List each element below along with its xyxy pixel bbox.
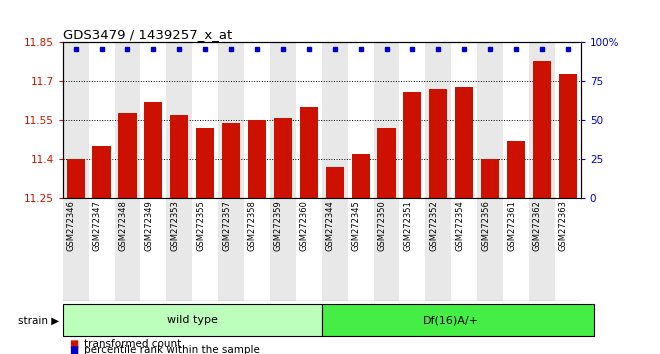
Text: GSM272362: GSM272362 bbox=[533, 200, 542, 251]
Bar bbox=[399, 42, 425, 198]
Bar bbox=[248, 120, 266, 198]
Text: Df(16)A/+: Df(16)A/+ bbox=[423, 315, 479, 325]
Bar bbox=[425, 198, 451, 301]
Bar bbox=[321, 42, 348, 198]
Text: GSM272359: GSM272359 bbox=[274, 200, 283, 251]
Text: GSM272355: GSM272355 bbox=[196, 200, 205, 251]
Bar bbox=[451, 198, 477, 301]
Bar bbox=[63, 42, 88, 198]
Bar bbox=[166, 42, 192, 198]
Bar bbox=[348, 198, 374, 301]
Text: GSM272348: GSM272348 bbox=[118, 200, 127, 251]
Text: GSM272354: GSM272354 bbox=[455, 200, 464, 251]
Bar bbox=[507, 141, 525, 198]
Text: ■: ■ bbox=[69, 346, 79, 354]
Text: GSM272358: GSM272358 bbox=[248, 200, 257, 251]
Text: GSM272351: GSM272351 bbox=[403, 200, 412, 251]
Bar bbox=[274, 118, 292, 198]
Bar bbox=[244, 42, 270, 198]
Bar bbox=[503, 42, 529, 198]
Text: GSM272360: GSM272360 bbox=[300, 200, 309, 251]
Bar bbox=[425, 42, 451, 198]
Text: GSM272356: GSM272356 bbox=[481, 200, 490, 251]
Bar bbox=[477, 42, 503, 198]
Text: GSM272344: GSM272344 bbox=[325, 200, 335, 251]
Text: GSM272347: GSM272347 bbox=[92, 200, 102, 251]
Bar bbox=[141, 42, 166, 198]
Text: GSM272363: GSM272363 bbox=[559, 200, 568, 251]
Bar bbox=[244, 198, 270, 301]
Bar bbox=[270, 42, 296, 198]
Bar bbox=[166, 198, 192, 301]
Text: GSM272346: GSM272346 bbox=[67, 200, 76, 251]
Bar bbox=[533, 61, 551, 198]
Bar bbox=[196, 128, 214, 198]
Bar bbox=[374, 42, 399, 198]
Text: GSM272353: GSM272353 bbox=[170, 200, 180, 251]
Text: GSM272349: GSM272349 bbox=[145, 200, 153, 251]
Text: GSM272350: GSM272350 bbox=[378, 200, 387, 251]
Bar bbox=[218, 198, 244, 301]
Bar bbox=[145, 102, 162, 198]
Bar bbox=[88, 42, 115, 198]
Text: percentile rank within the sample: percentile rank within the sample bbox=[84, 346, 259, 354]
Bar bbox=[529, 42, 555, 198]
Bar bbox=[322, 304, 594, 336]
Bar bbox=[218, 42, 244, 198]
Bar bbox=[529, 198, 555, 301]
Bar bbox=[378, 128, 395, 198]
Text: ■: ■ bbox=[69, 339, 79, 349]
Text: GDS3479 / 1439257_x_at: GDS3479 / 1439257_x_at bbox=[63, 28, 232, 41]
Bar bbox=[325, 167, 344, 198]
Bar bbox=[88, 198, 115, 301]
Text: strain ▶: strain ▶ bbox=[18, 315, 59, 325]
Bar bbox=[115, 42, 141, 198]
Bar bbox=[399, 198, 425, 301]
Bar bbox=[374, 198, 399, 301]
Text: GSM272361: GSM272361 bbox=[507, 200, 516, 251]
Bar bbox=[348, 42, 374, 198]
Bar bbox=[63, 198, 88, 301]
Bar bbox=[352, 154, 370, 198]
Bar bbox=[429, 89, 447, 198]
Bar bbox=[63, 304, 321, 336]
Bar bbox=[170, 115, 188, 198]
Bar bbox=[477, 198, 503, 301]
Bar bbox=[192, 198, 218, 301]
Bar bbox=[503, 198, 529, 301]
Bar bbox=[555, 198, 581, 301]
Bar bbox=[141, 198, 166, 301]
Text: wild type: wild type bbox=[167, 315, 218, 325]
Text: GSM272352: GSM272352 bbox=[429, 200, 438, 251]
Bar bbox=[222, 123, 240, 198]
Text: transformed count: transformed count bbox=[84, 339, 181, 349]
Bar bbox=[192, 42, 218, 198]
Bar bbox=[403, 92, 422, 198]
Bar bbox=[115, 198, 141, 301]
Text: GSM272357: GSM272357 bbox=[222, 200, 231, 251]
Bar bbox=[455, 87, 473, 198]
Bar bbox=[559, 74, 577, 198]
Bar bbox=[451, 42, 477, 198]
Bar bbox=[300, 107, 318, 198]
Bar bbox=[555, 42, 581, 198]
Text: GSM272345: GSM272345 bbox=[352, 200, 360, 251]
Bar bbox=[118, 113, 137, 198]
Bar bbox=[296, 198, 321, 301]
Bar bbox=[92, 146, 111, 198]
Bar bbox=[296, 42, 321, 198]
Bar bbox=[67, 159, 84, 198]
Bar bbox=[322, 198, 348, 301]
Bar bbox=[270, 198, 296, 301]
Bar bbox=[481, 159, 499, 198]
